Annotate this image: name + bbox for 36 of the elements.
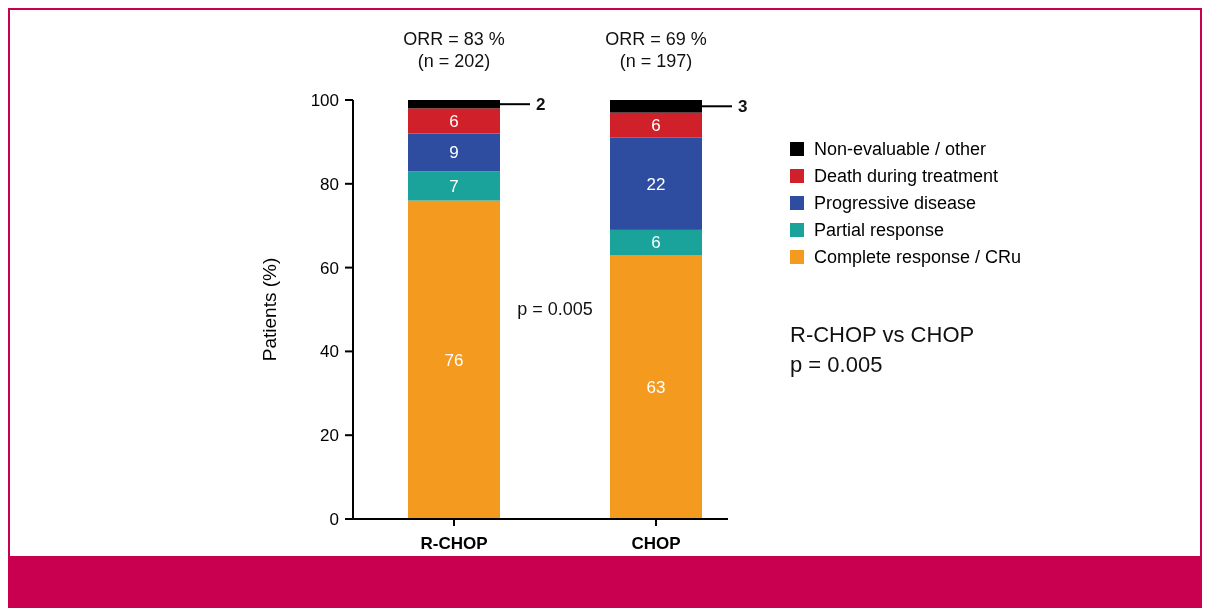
data-label: 6 — [651, 233, 661, 253]
data-label: 2 — [536, 95, 546, 115]
legend-label: Death during treatment — [814, 166, 999, 186]
y-tick-label: 80 — [320, 174, 339, 194]
legend-label: Progressive disease — [814, 193, 977, 213]
data-label: 22 — [646, 174, 666, 194]
bar — [610, 229, 702, 256]
bar — [610, 137, 702, 230]
data-label: 3 — [738, 97, 748, 117]
data-label: 7 — [449, 176, 459, 196]
y-axis-title: Patients (%) — [259, 257, 280, 362]
data-label: 76 — [444, 350, 464, 370]
data-label: 6 — [651, 116, 661, 136]
bar — [408, 108, 500, 134]
annotation: ORR = 83 % (n = 202) — [403, 29, 505, 71]
y-tick-label: 60 — [320, 258, 339, 278]
bar — [610, 112, 702, 138]
y-tick-label: 0 — [329, 510, 339, 529]
data-label: 6 — [449, 111, 459, 131]
legend-label: Partial response — [814, 220, 945, 240]
bar — [610, 255, 702, 519]
annotation: p = 0.005 — [517, 299, 593, 319]
annotation: ORR = 69 % (n = 197) — [605, 29, 707, 71]
y-tick-label: 20 — [320, 426, 339, 446]
bar — [408, 200, 500, 519]
bar — [408, 133, 500, 172]
x-tick-label: R-CHOP — [420, 534, 488, 553]
text: R-CHOP vs CHOP p = 0.005 — [790, 322, 975, 377]
legend-label: Non-evaluable / other — [814, 139, 987, 159]
data-label: 9 — [449, 143, 459, 163]
y-tick-label: 100 — [310, 91, 339, 110]
legend-label: Complete response / CRu — [814, 247, 1022, 267]
x-tick-label: CHOP — [631, 534, 681, 553]
data-label: 63 — [646, 378, 666, 398]
y-tick-label: 40 — [320, 342, 339, 362]
bar — [408, 171, 500, 201]
